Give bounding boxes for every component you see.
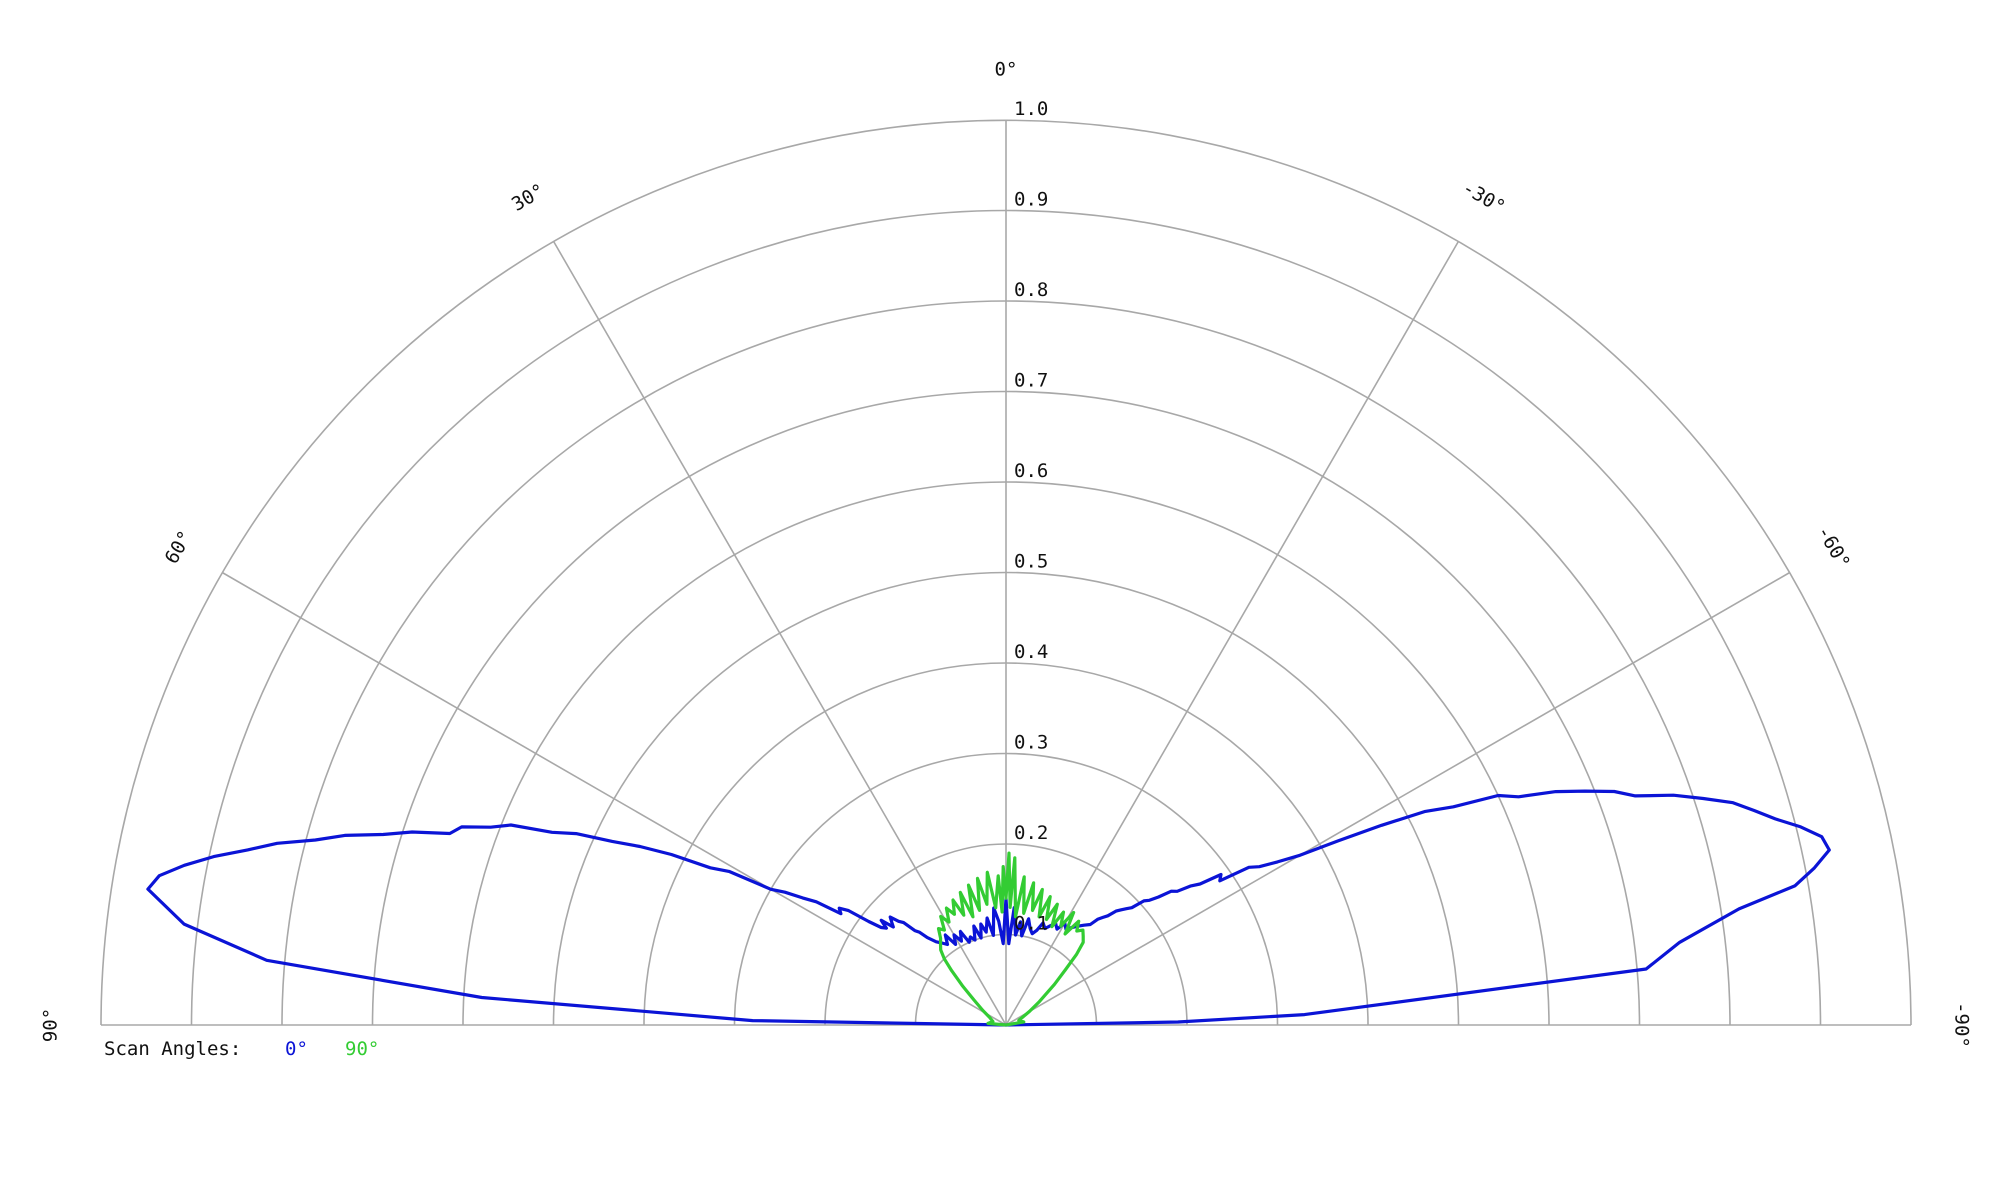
radial-tick-label-0: 0.1: [1014, 913, 1048, 935]
radial-tick-label-1: 0.2: [1014, 822, 1048, 844]
legend: Scan Angles: 0° 90°: [104, 1038, 379, 1060]
series-line-0: [146, 789, 1831, 1027]
radial-tick-label-2: 0.3: [1014, 732, 1048, 754]
angle-tick-label-2: 30°: [508, 180, 549, 216]
angle-tick-label-6: -90°: [1950, 1002, 1972, 1048]
radial-tick-label-5: 0.6: [1014, 460, 1048, 482]
angle-tick-label-4: -30°: [1458, 177, 1509, 219]
radial-tick-label-6: 0.7: [1014, 370, 1048, 392]
legend-entry-0: 0°: [285, 1038, 308, 1060]
series-line-1: [936, 851, 1085, 1027]
radial-tick-label-7: 0.8: [1014, 279, 1048, 301]
radial-tick-label-4: 0.5: [1014, 551, 1048, 573]
radial-tick-label-9: 1.0: [1014, 98, 1048, 120]
angle-tick-label-1: 60°: [161, 527, 197, 568]
angle-spoke-1: [221, 571, 1007, 1026]
angle-spoke-2: [552, 240, 1007, 1026]
series-layer: [146, 789, 1831, 1027]
angle-spoke-4: [1005, 240, 1460, 1026]
legend-entry-1: 90°: [345, 1038, 379, 1060]
legend-title: Scan Angles:: [104, 1038, 241, 1060]
radial-tick-labels: 0.1 0.2 0.3 0.4 0.5 0.6 0.7 0.8 0.9 1.0: [1014, 98, 1048, 935]
radial-tick-label-3: 0.4: [1014, 641, 1048, 663]
angle-tick-label-3: 0°: [995, 59, 1018, 81]
angle-tick-label-5: -60°: [1812, 522, 1854, 573]
angle-tick-label-0: 90°: [40, 1008, 62, 1042]
radial-tick-label-8: 0.9: [1014, 189, 1048, 211]
angle-spoke-5: [1005, 571, 1791, 1026]
